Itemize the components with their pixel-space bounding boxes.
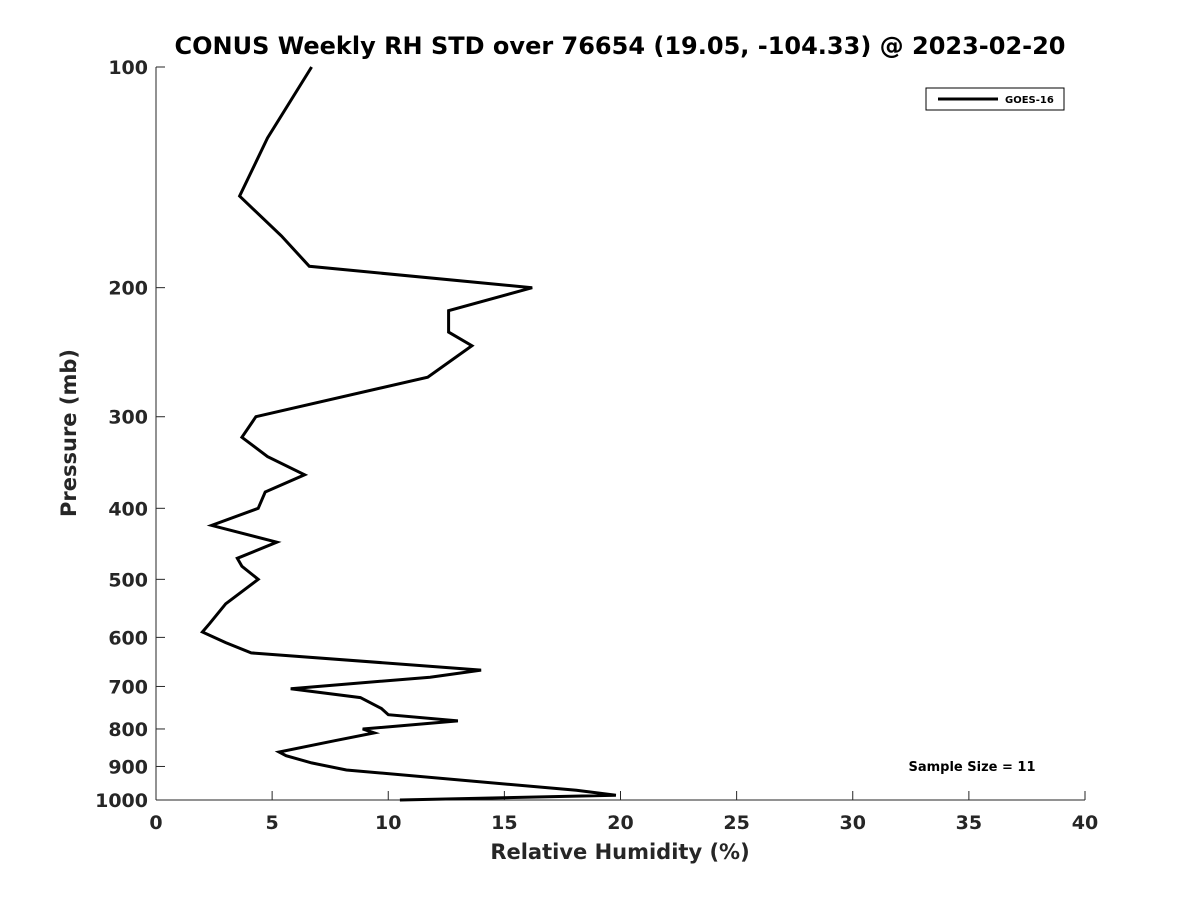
sample-size-annotation: Sample Size = 11 bbox=[908, 760, 1035, 775]
y-tick-label: 400 bbox=[108, 498, 148, 520]
y-tick-label: 500 bbox=[108, 569, 148, 591]
x-tick-label: 35 bbox=[956, 812, 982, 834]
y-tick-label: 1000 bbox=[95, 790, 148, 812]
x-tick-label: 30 bbox=[840, 812, 866, 834]
x-tick-label: 5 bbox=[266, 812, 279, 834]
x-tick-label: 15 bbox=[491, 812, 517, 834]
x-tick-label: 10 bbox=[375, 812, 401, 834]
y-tick-label: 100 bbox=[108, 57, 148, 79]
x-tick-label: 40 bbox=[1072, 812, 1098, 834]
y-tick-label: 200 bbox=[108, 278, 148, 300]
y-tick-label: 600 bbox=[108, 627, 148, 649]
series-line-goes-16 bbox=[199, 66, 617, 802]
x-tick-label: 25 bbox=[723, 812, 749, 834]
y-tick-label: 800 bbox=[108, 719, 148, 741]
legend: GOES-16 bbox=[925, 87, 1065, 111]
y-tick-label: 300 bbox=[108, 407, 148, 429]
x-axis-label: Relative Humidity (%) bbox=[490, 840, 749, 864]
legend-label-goes-16: GOES-16 bbox=[1005, 95, 1054, 106]
chart-title: CONUS Weekly RH STD over 76654 (19.05, -… bbox=[174, 32, 1065, 60]
x-tick-label: 0 bbox=[149, 812, 162, 834]
y-tick-label: 900 bbox=[108, 756, 148, 778]
y-axis-label: Pressure (mb) bbox=[57, 349, 81, 517]
y-tick-label: 700 bbox=[108, 676, 148, 698]
x-tick-label: 20 bbox=[607, 812, 633, 834]
